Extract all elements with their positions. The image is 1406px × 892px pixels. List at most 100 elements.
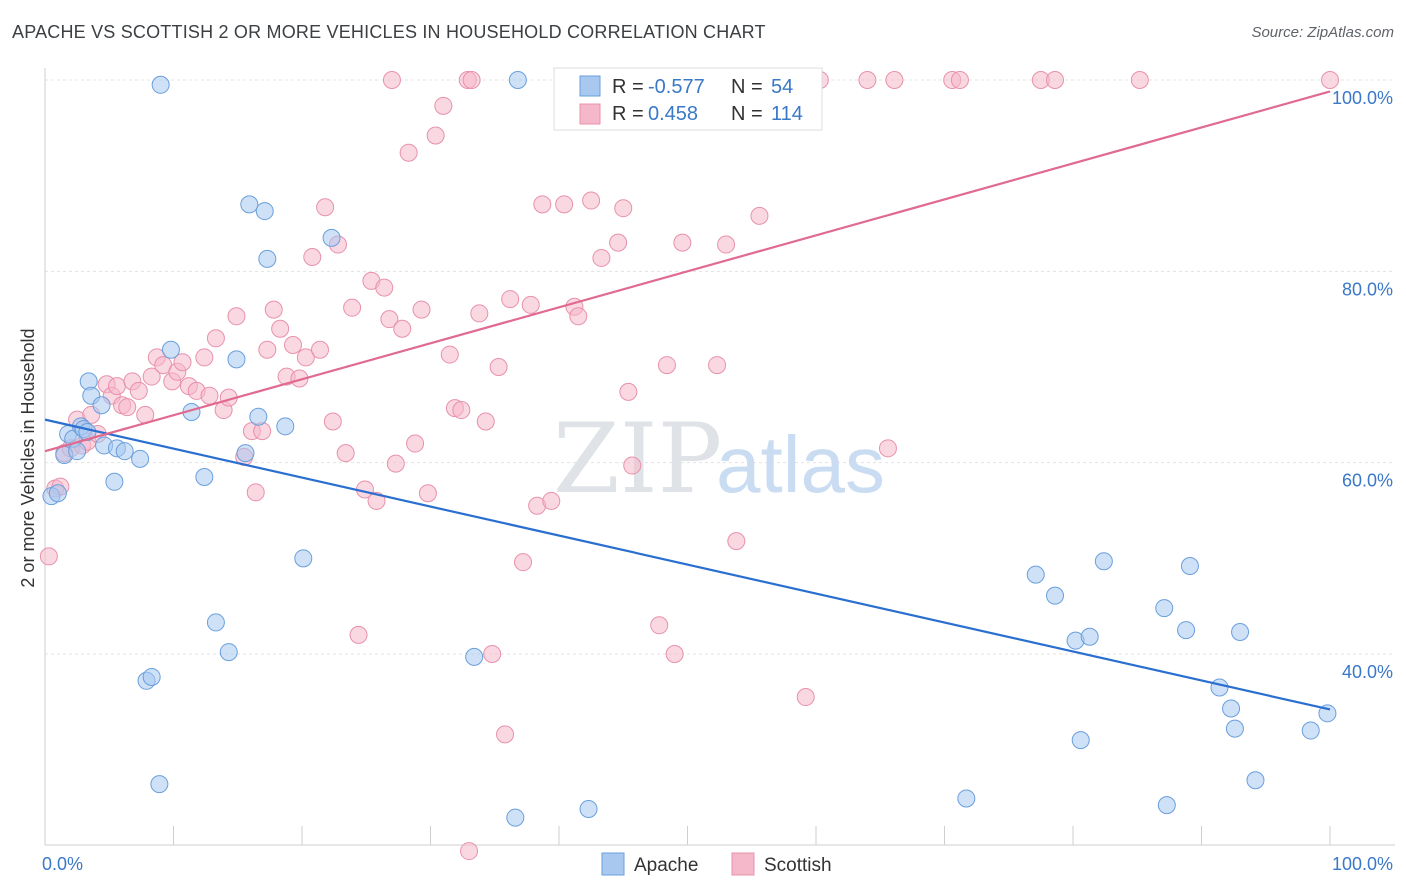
apache-point bbox=[1026, 565, 1045, 584]
scottish-point bbox=[462, 71, 481, 89]
scottish-point bbox=[1046, 71, 1065, 89]
gridlines bbox=[45, 79, 1395, 655]
apache-point bbox=[131, 449, 150, 468]
scottish-point bbox=[476, 412, 495, 431]
apache-point bbox=[1225, 719, 1244, 738]
legend-r-apache: -0.577 bbox=[648, 76, 705, 98]
scottish-point bbox=[665, 645, 684, 663]
scottish-point bbox=[426, 126, 445, 145]
scottish-point bbox=[349, 625, 368, 644]
apache-point bbox=[1180, 556, 1199, 575]
scottish-point bbox=[650, 616, 669, 635]
scottish-point bbox=[440, 345, 459, 364]
scottish-point bbox=[614, 199, 633, 218]
scottish-point bbox=[619, 382, 638, 401]
scottish-point bbox=[1130, 71, 1149, 89]
legend-swatch-scottish bbox=[579, 103, 601, 125]
scottish-point bbox=[533, 195, 552, 214]
scottish-point bbox=[1321, 71, 1339, 89]
bottom-label-apache: Apache bbox=[634, 855, 698, 876]
scottish-point bbox=[118, 398, 137, 417]
scottish-point bbox=[878, 439, 897, 458]
apache-point bbox=[258, 249, 277, 268]
scottish-point bbox=[195, 348, 214, 367]
y-axis-label: 2 or more Vehicles in Household bbox=[18, 328, 38, 587]
scottish-point bbox=[470, 304, 489, 323]
scottish-point bbox=[727, 532, 746, 551]
legend-n-label-scottish: N = bbox=[731, 103, 763, 125]
apache-point bbox=[1094, 552, 1113, 571]
apache-point bbox=[1157, 796, 1176, 815]
apache-point bbox=[1210, 678, 1229, 697]
scottish-point bbox=[592, 248, 611, 267]
scottish-point bbox=[386, 454, 405, 473]
scottish-point bbox=[367, 491, 386, 510]
scottish-point bbox=[657, 356, 676, 375]
scottish-point bbox=[39, 547, 58, 566]
scottish-point bbox=[950, 71, 969, 89]
apache-point bbox=[1301, 721, 1320, 740]
scottish-point bbox=[717, 235, 736, 254]
y-tick-labels: 40.0% 60.0% 80.0% 100.0% bbox=[1332, 88, 1393, 682]
apache-point bbox=[465, 647, 484, 666]
scottish-point bbox=[496, 725, 515, 744]
legend-swatch-apache bbox=[579, 75, 601, 97]
x-tick-label: 0.0% bbox=[42, 854, 83, 874]
scottish-point bbox=[271, 319, 290, 338]
y-tick-label: 40.0% bbox=[1342, 662, 1393, 682]
scottish-point bbox=[129, 381, 148, 400]
scottish-point bbox=[489, 358, 508, 376]
scottish-point bbox=[296, 348, 315, 367]
apache-trend-line bbox=[44, 418, 1331, 711]
scottish-point bbox=[246, 483, 265, 502]
legend-r-label-apache: R = bbox=[612, 76, 644, 98]
scottish-point bbox=[399, 143, 418, 162]
apache-point bbox=[206, 613, 225, 632]
apache-point bbox=[255, 202, 274, 221]
apache-point bbox=[1155, 599, 1174, 618]
scottish-point bbox=[582, 191, 601, 210]
apache-point bbox=[276, 417, 295, 436]
scottish-point bbox=[542, 491, 561, 510]
apache-point bbox=[236, 444, 255, 463]
scottish-point bbox=[708, 356, 727, 375]
scottish-point bbox=[323, 412, 342, 431]
scottish-point bbox=[343, 298, 362, 317]
scottish-point bbox=[609, 233, 628, 252]
apache-point bbox=[161, 340, 180, 359]
apache-point bbox=[68, 442, 87, 461]
scottish-point bbox=[514, 553, 533, 572]
scottish-point bbox=[460, 842, 479, 861]
scottish-point bbox=[452, 401, 471, 420]
scottish-point bbox=[501, 290, 520, 309]
apache-point bbox=[219, 643, 238, 662]
bottom-swatch-scottish bbox=[731, 852, 755, 876]
apache-point bbox=[142, 667, 161, 686]
legend-n-scottish: 114 bbox=[771, 103, 803, 125]
legend-n-label-apache: N = bbox=[731, 76, 763, 98]
x-tick-labels: 0.0% 100.0% bbox=[42, 854, 1393, 874]
apache-point bbox=[150, 775, 169, 794]
apache-point bbox=[294, 549, 313, 568]
apache-point bbox=[1222, 699, 1241, 718]
axes bbox=[44, 68, 1395, 846]
apache-point bbox=[92, 396, 111, 415]
scottish-point bbox=[858, 71, 877, 89]
scottish-point bbox=[412, 300, 431, 319]
y-tick-label: 80.0% bbox=[1342, 279, 1393, 299]
x-tick-label: 100.0% bbox=[1332, 854, 1393, 874]
apache-point bbox=[48, 484, 67, 503]
legend-r-scottish: 0.458 bbox=[648, 103, 698, 125]
scottish-point bbox=[483, 645, 502, 663]
scottish-point bbox=[673, 233, 692, 252]
y-tick-label: 60.0% bbox=[1342, 471, 1393, 491]
scottish-point bbox=[418, 484, 437, 503]
scottish-point bbox=[796, 688, 815, 707]
watermark: ZIP atlas bbox=[553, 403, 885, 515]
series-legend: Apache Scottish bbox=[601, 852, 832, 876]
y-tick-label: 100.0% bbox=[1332, 88, 1393, 108]
apache-point bbox=[227, 350, 246, 369]
scottish-point bbox=[200, 386, 219, 405]
scottish-point bbox=[885, 71, 904, 89]
apache-point bbox=[249, 407, 268, 426]
